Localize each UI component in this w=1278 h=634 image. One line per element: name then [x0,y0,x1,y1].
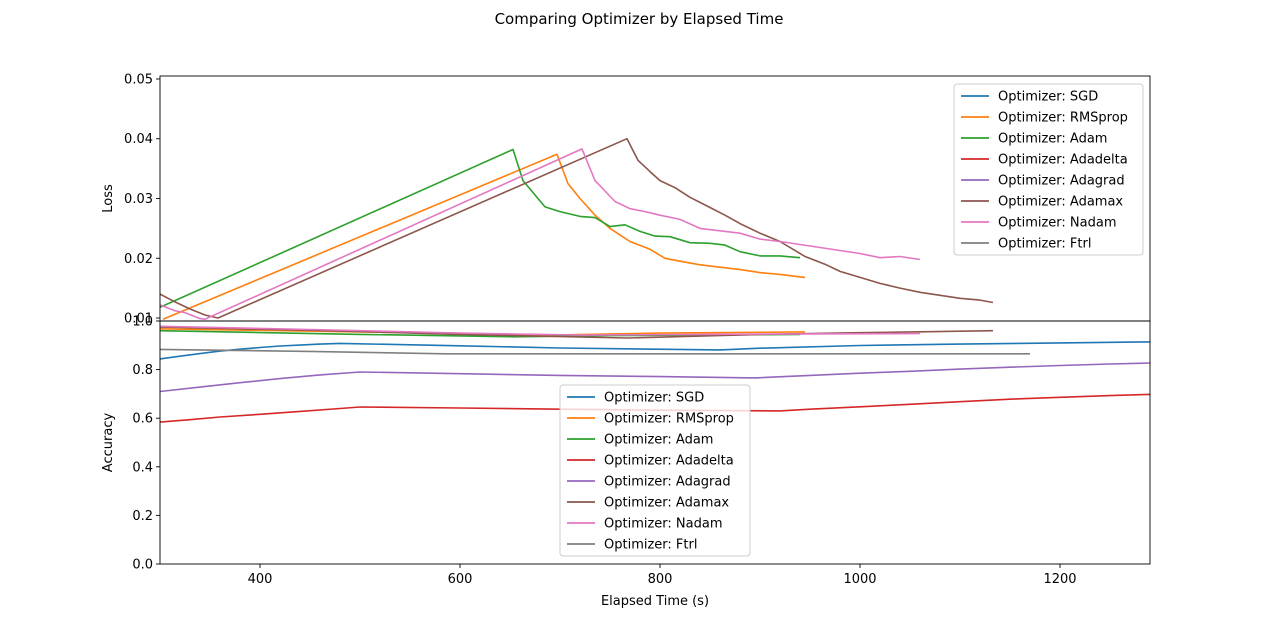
series-line-accuracy-ftrl [160,348,1030,355]
loss-legend: Optimizer: SGD Optimizer: RMSprop Optimize… [953,83,1144,256]
x-tick-label: 400 [248,572,273,587]
accuracy-plot-frame [159,320,1151,565]
loss-y-tick-label: 0.01 [124,312,153,327]
accuracy-legend: Optimizer: SGD Optimizer: RMSprop Optimize… [559,384,751,557]
loss-legend-entry-rmsprop: Optimizer: RMSprop [998,111,1128,126]
accuracy-legend-entry-sgd: Optimizer: SGD [604,391,704,406]
accuracy-legend-entry-adamax: Optimizer: Adamax [604,496,729,511]
loss-legend-entry-adadelta: Optimizer: Adadelta [998,153,1128,168]
accuracy-y-tick-label: 0.6 [132,412,153,427]
loss-y-tick-label: 0.03 [124,192,153,207]
series-line-loss-rmsprop [162,153,806,320]
series-line-loss-adam [160,148,801,309]
accuracy-legend-entry-adagrad: Optimizer: Adagrad [604,475,731,490]
accuracy-y-tick-label: 0.0 [132,558,153,573]
loss-legend-box [953,83,1144,256]
accuracy-legend-entry-nadam: Optimizer: Nadam [604,517,723,532]
accuracy-y-tick-label: 1.0 [132,315,153,330]
series-line-accuracy-sgd [160,341,1150,360]
accuracy-legend-entry-adam: Optimizer: Adam [604,433,713,448]
loss-legend-entry-nadam: Optimizer: Nadam [998,216,1117,231]
x-tick-label: 600 [448,572,473,587]
loss-y-axis-label: Loss [101,184,116,213]
series-line-accuracy-adagrad [160,362,1150,393]
accuracy-y-tick-label: 0.8 [132,363,153,378]
series-line-loss-adamax [160,137,994,319]
accuracy-y-tick-label: 0.2 [132,509,153,524]
accuracy-legend-box [559,384,751,557]
chart-title: Comparing Optimizer by Elapsed Time [495,10,784,28]
loss-legend-entry-sgd: Optimizer: SGD [998,90,1098,105]
x-axis-label: Elapsed Time (s) [601,594,709,609]
loss-legend-entry-adam: Optimizer: Adam [998,132,1107,147]
loss-y-tick-label: 0.02 [124,252,153,267]
loss-y-tick-label: 0.04 [124,132,153,147]
accuracy-legend-entry-rmsprop: Optimizer: RMSprop [604,412,734,427]
loss-y-tick-label: 0.05 [124,72,153,87]
x-tick-label: 1000 [843,572,876,587]
accuracy-y-tick-label: 0.4 [132,460,153,475]
accuracy-y-axis-label: Accuracy [101,413,116,473]
accuracy-subplot: 0.0 0.2 0.4 0.6 0.8 1.0 Accuracy 400 600 800 1000 1… [101,315,1151,587]
x-tick-label: 1200 [1043,572,1076,587]
loss-legend-entry-adagrad: Optimizer: Adagrad [998,174,1125,189]
accuracy-legend-entry-ftrl: Optimizer: Ftrl [604,538,697,553]
loss-legend-entry-ftrl: Optimizer: Ftrl [998,237,1091,252]
series-line-accuracy-nadam [160,325,921,336]
accuracy-legend-entry-adadelta: Optimizer: Adadelta [604,454,734,469]
loss-legend-entry-adamax: Optimizer: Adamax [998,195,1123,210]
series-line-loss-nadam [160,148,921,320]
x-tick-label: 800 [648,572,673,587]
